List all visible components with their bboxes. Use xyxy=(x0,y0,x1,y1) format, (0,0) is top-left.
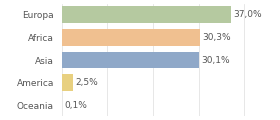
Text: 37,0%: 37,0% xyxy=(233,10,262,19)
Text: 30,3%: 30,3% xyxy=(202,33,231,42)
Text: 2,5%: 2,5% xyxy=(75,78,98,87)
Text: 0,1%: 0,1% xyxy=(64,101,87,110)
Bar xyxy=(62,74,73,91)
Bar xyxy=(62,52,199,68)
Text: 30,1%: 30,1% xyxy=(201,55,230,65)
Bar xyxy=(62,29,200,46)
Bar xyxy=(62,6,230,23)
